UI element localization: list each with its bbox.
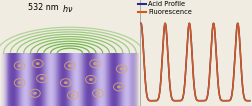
Circle shape bbox=[71, 94, 75, 97]
Circle shape bbox=[36, 62, 40, 65]
Circle shape bbox=[89, 78, 93, 81]
Legend: Acid Profile, Fluorescence: Acid Profile, Fluorescence bbox=[138, 1, 192, 15]
Circle shape bbox=[96, 92, 100, 95]
Circle shape bbox=[33, 92, 37, 95]
Circle shape bbox=[117, 85, 121, 88]
Text: 532 nm: 532 nm bbox=[28, 3, 61, 12]
Circle shape bbox=[68, 64, 72, 67]
Text: $h\nu$: $h\nu$ bbox=[61, 3, 73, 14]
Circle shape bbox=[18, 64, 21, 67]
Circle shape bbox=[64, 81, 68, 84]
Circle shape bbox=[40, 77, 44, 80]
Circle shape bbox=[18, 81, 21, 84]
Circle shape bbox=[93, 62, 97, 65]
Circle shape bbox=[120, 67, 124, 70]
